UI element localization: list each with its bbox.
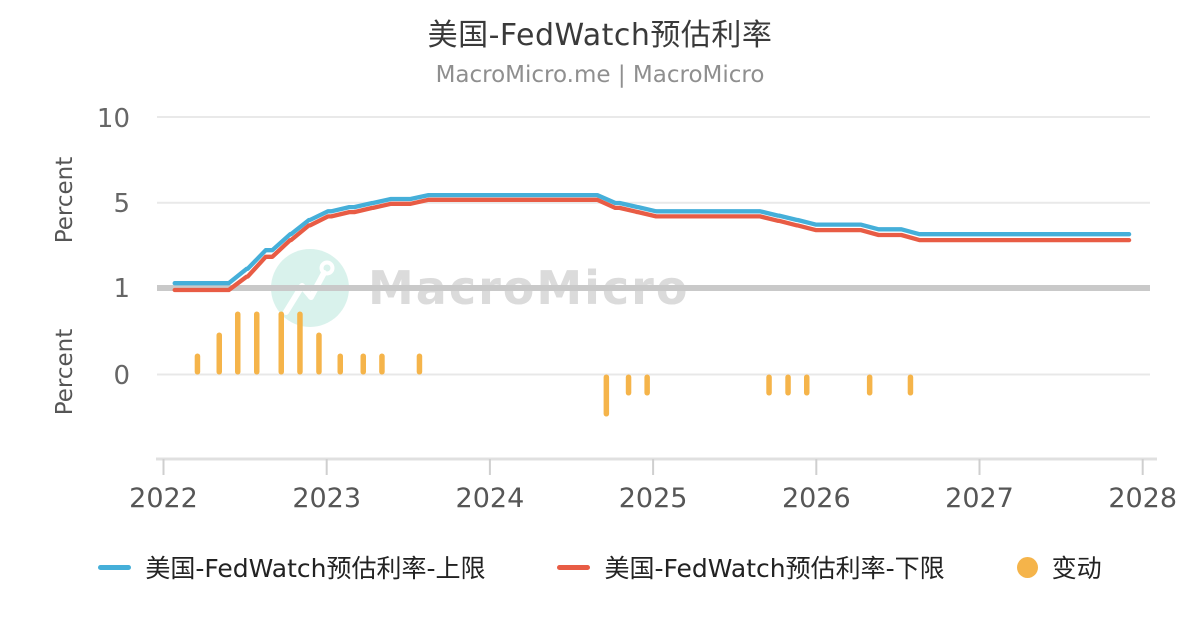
change-bar[interactable]: [360, 353, 367, 375]
change-bar[interactable]: [907, 374, 914, 396]
change-bar[interactable]: [235, 311, 241, 375]
page-title: 美国-FedWatch预估利率: [427, 18, 773, 53]
y-tick-upper-5: 5: [113, 189, 130, 219]
x-axis-label: 2028: [1108, 483, 1177, 514]
change-bar[interactable]: [625, 374, 632, 396]
change-bar[interactable]: [194, 353, 201, 375]
x-axis-ticks: [162, 459, 1144, 475]
legend-label-lower: 美国-FedWatch预估利率-下限: [604, 554, 945, 583]
x-axis-label: 2026: [782, 483, 851, 514]
legend: 美国-FedWatch预估利率-上限 美国-FedWatch预估利率-下限 变动: [0, 549, 1200, 585]
x-axis-label: 2027: [945, 483, 1014, 514]
change-bar[interactable]: [866, 374, 873, 396]
change-bar[interactable]: [804, 374, 810, 396]
x-axis-label: 2024: [456, 483, 525, 514]
legend-item-lower[interactable]: 美国-FedWatch预估利率-下限: [557, 549, 945, 585]
x-axis-label: 2023: [292, 483, 361, 514]
legend-label-upper: 美国-FedWatch预估利率-上限: [145, 554, 486, 583]
y-tick-upper-1: 1: [113, 274, 130, 304]
change-bar[interactable]: [603, 374, 610, 417]
change-bar[interactable]: [278, 311, 285, 375]
legend-item-change[interactable]: 变动: [1016, 549, 1102, 585]
change-bar[interactable]: [297, 311, 303, 375]
change-bar[interactable]: [785, 374, 791, 396]
lower-line-swatch-icon: [557, 564, 591, 570]
upper-line-swatch-icon: [98, 564, 132, 570]
change-dot-swatch-icon: [1016, 556, 1038, 578]
change-bar[interactable]: [254, 311, 260, 375]
legend-label-change: 变动: [1051, 554, 1102, 583]
y-tick-upper-10: 10: [97, 104, 130, 134]
legend-item-upper[interactable]: 美国-FedWatch预估利率-上限: [98, 549, 485, 585]
chart-subtitle: MacroMicro.me | MacroMicro: [435, 62, 765, 88]
change-bars-series[interactable]: [194, 311, 914, 417]
y-axis-title-upper: Percent: [52, 157, 78, 244]
x-axis-label: 2025: [619, 483, 688, 514]
change-bar[interactable]: [216, 332, 223, 375]
change-bar[interactable]: [416, 353, 423, 375]
change-bar[interactable]: [379, 353, 385, 375]
lower-bound-line-series[interactable]: [172, 197, 1132, 293]
change-bar[interactable]: [766, 374, 772, 396]
change-bar[interactable]: [316, 332, 322, 375]
y-axis-title-lower: Percent: [52, 329, 78, 416]
change-bar[interactable]: [644, 374, 650, 396]
x-axis-labels: 2022 2023 2024 2025 2026 2027 2028: [129, 483, 1177, 514]
x-axis-label: 2022: [129, 483, 198, 514]
change-bar[interactable]: [337, 353, 344, 375]
upper-bound-line-series[interactable]: [172, 192, 1132, 286]
y-tick-lower-0: 0: [113, 361, 130, 391]
